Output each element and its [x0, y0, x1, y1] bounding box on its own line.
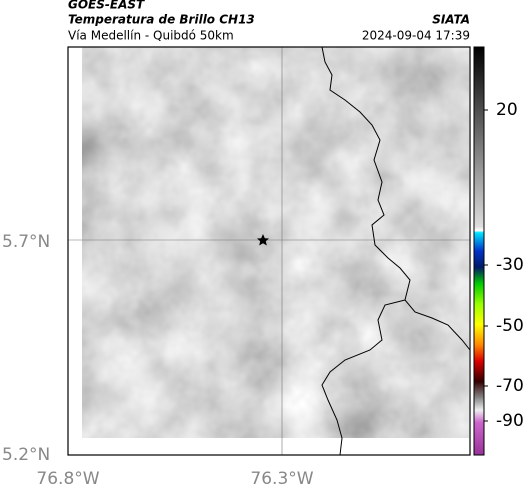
x-tick-label: 76.3°W: [250, 469, 313, 489]
colorbar-label: -30: [496, 255, 524, 275]
y-tick-label: 5.2°N: [2, 445, 50, 465]
x-tick-label: 76.8°W: [36, 469, 99, 489]
border-line: [321, 299, 406, 456]
timestamp: 2024-09-04 17:39: [362, 29, 470, 43]
colorbar-ticks: [484, 109, 488, 422]
border-line: [321, 46, 471, 351]
map-frame: [67, 46, 471, 456]
location-marker: [257, 234, 269, 246]
route: Vía Medellín - Quibdó 50km: [68, 29, 234, 43]
colorbar-label: 20: [496, 100, 518, 120]
y-tick-label: 5.7°N: [2, 232, 50, 252]
source: SIATA: [432, 13, 470, 27]
colorbar-label: -50: [496, 316, 524, 336]
colorbar-label: -90: [496, 411, 524, 431]
satellite-image: [82, 47, 469, 438]
colorbar-label: -70: [496, 376, 524, 396]
colorbar: [473, 46, 485, 456]
subtitle: Temperatura de Brillo CH13: [68, 13, 255, 27]
title: GOES-EAST: [68, 0, 145, 12]
